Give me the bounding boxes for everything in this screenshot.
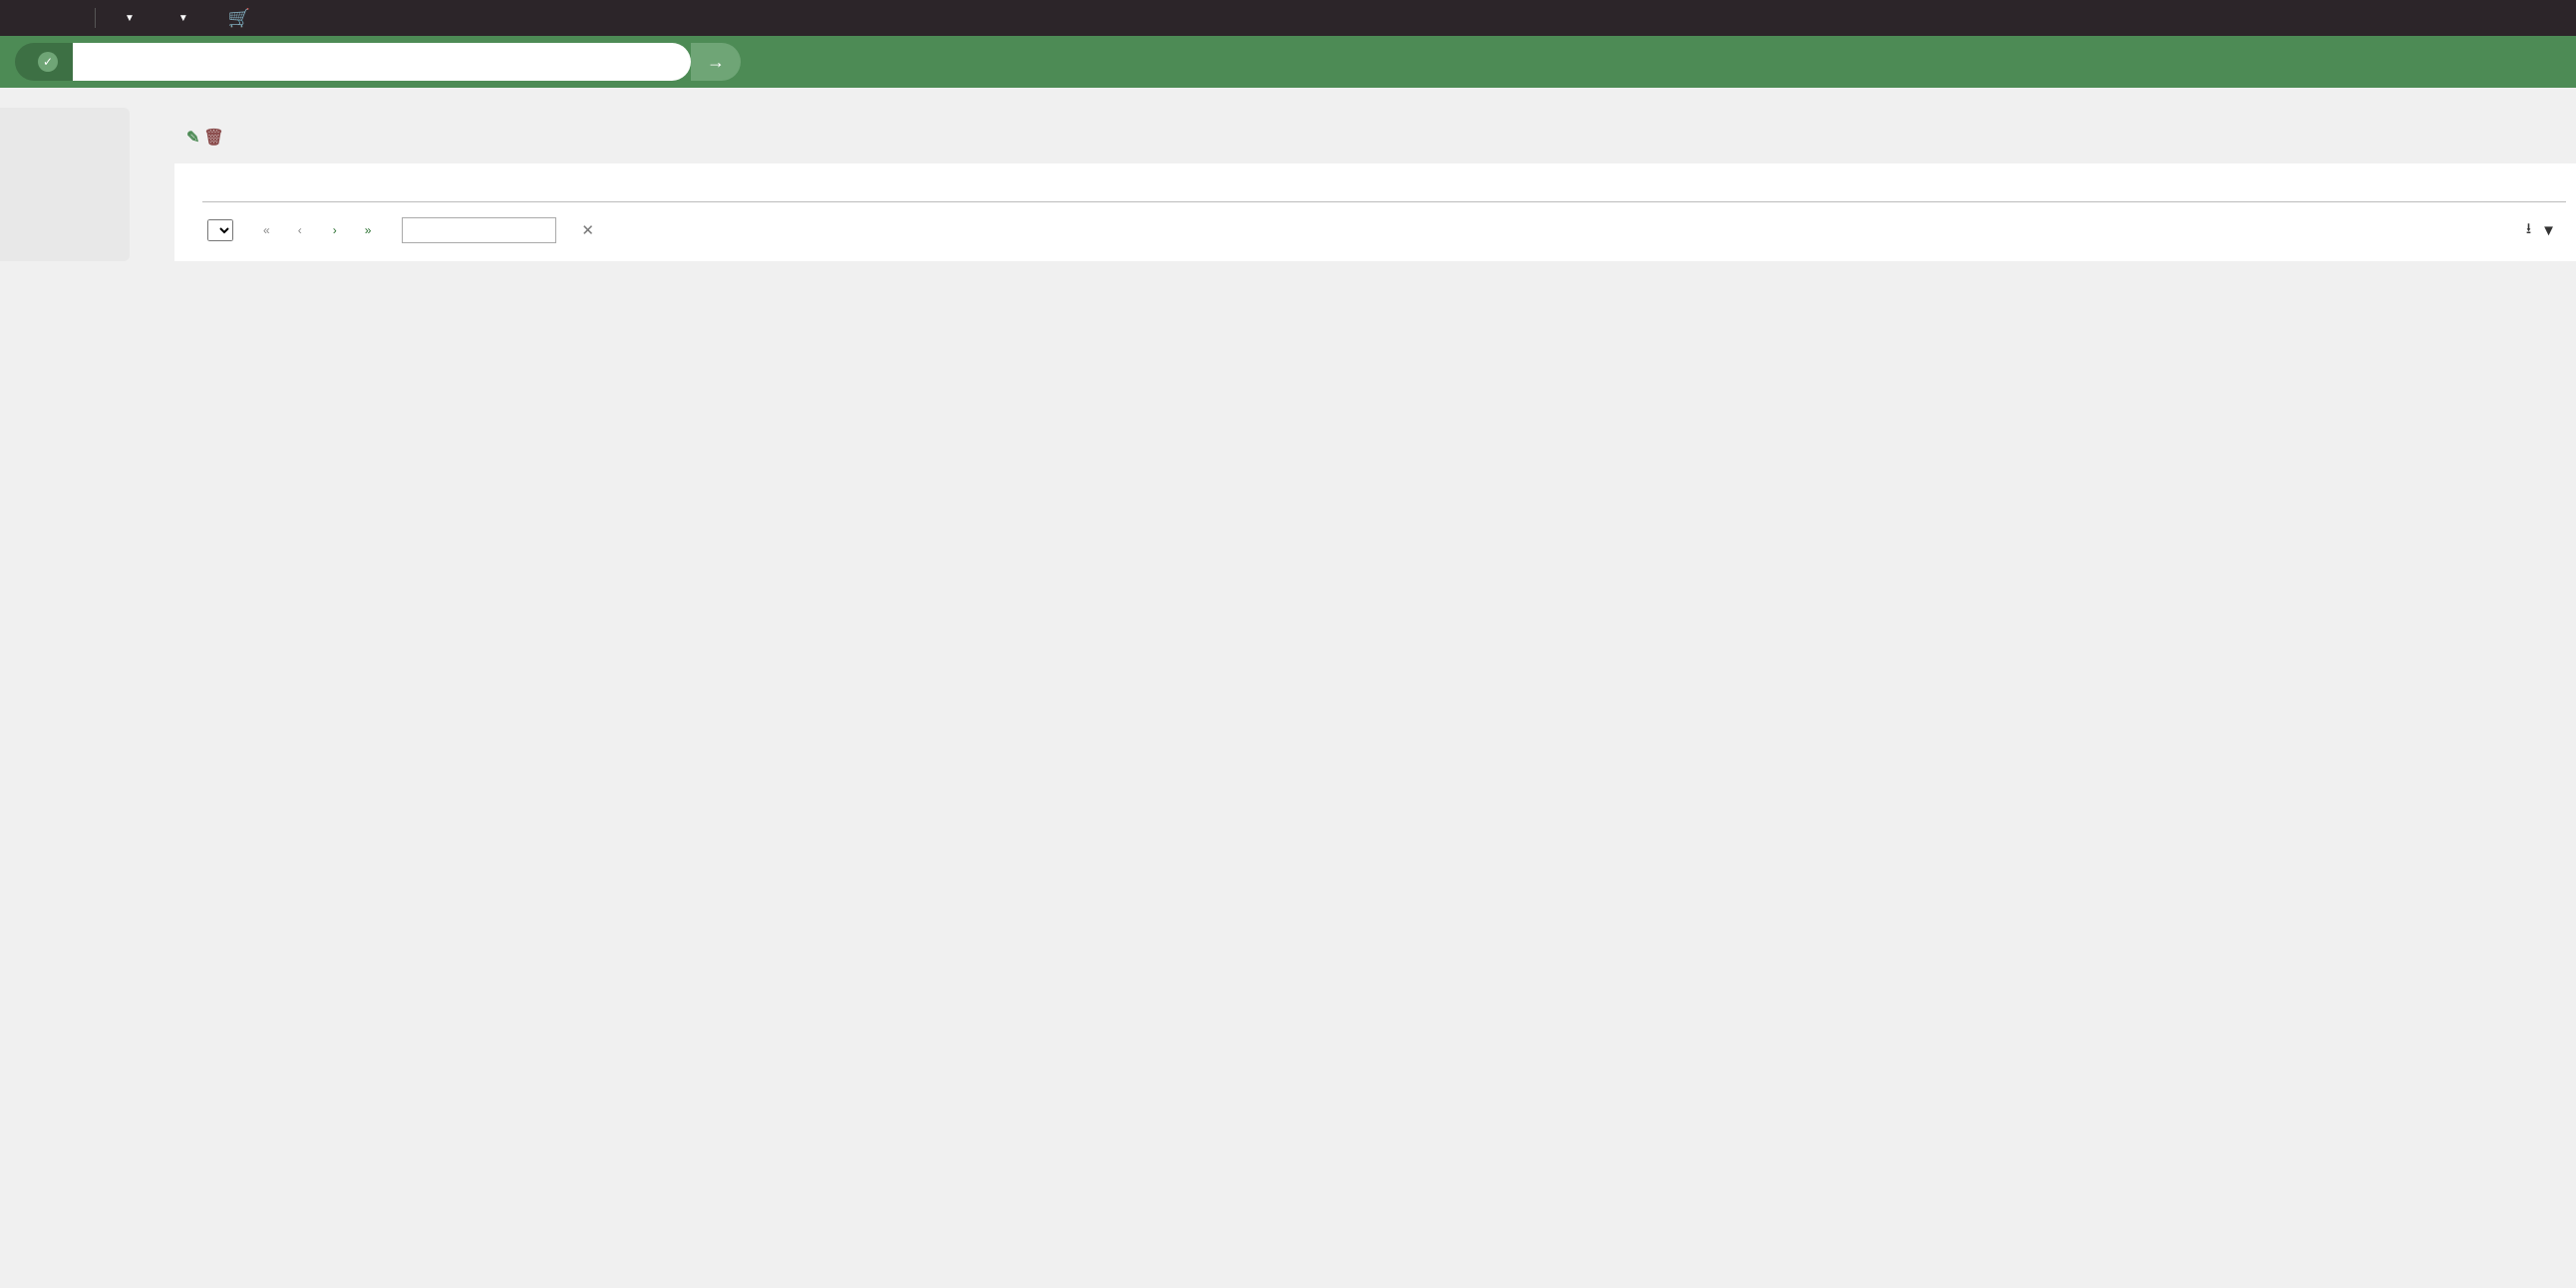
previous-page-button[interactable]: ‹: [298, 223, 305, 237]
nav-search[interactable]: [50, 0, 90, 36]
cart-icon[interactable]: 🛒: [208, 0, 270, 36]
divider: [202, 201, 2566, 202]
next-page-button[interactable]: ›: [330, 223, 337, 237]
search-bar: ✓ →: [0, 36, 2576, 88]
nav-dropdown-icon[interactable]: ▼: [101, 0, 155, 36]
nav-more[interactable]: ▼: [155, 0, 208, 36]
search-context-pill[interactable]: ✓: [15, 43, 73, 81]
close-icon: ✕: [581, 221, 594, 239]
table-search: [396, 217, 556, 243]
table-search-input[interactable]: [402, 217, 556, 243]
check-icon: ✓: [38, 52, 58, 72]
last-page-button[interactable]: »: [362, 223, 372, 237]
page-size-control: [202, 219, 238, 241]
search-input[interactable]: [73, 43, 691, 81]
search-input-wrap: [73, 43, 691, 81]
page-size-select[interactable]: [207, 219, 233, 241]
tab-panel: « ‹ › » ✕ ⭳ ▼: [174, 163, 2576, 261]
main-content: ✎ 🗑 « ‹ › »: [130, 108, 2576, 261]
export-button[interactable]: ⭳ ▼: [2526, 218, 2556, 243]
topbar-left: ▼ ▼ 🛒: [10, 0, 270, 36]
divider: [95, 8, 96, 28]
nav-patrons[interactable]: [10, 0, 50, 36]
first-page-button[interactable]: «: [263, 223, 273, 237]
table-controls: « ‹ › » ✕ ⭳ ▼: [202, 217, 2576, 243]
breadcrumbs: [0, 88, 2576, 108]
search-submit-button[interactable]: →: [691, 43, 741, 81]
sidebar-title: [0, 126, 130, 146]
top-navbar: ▼ ▼ 🛒: [0, 0, 2576, 36]
page-title: ✎ 🗑: [174, 128, 2576, 148]
edit-icon[interactable]: ✎: [186, 128, 199, 148]
delete-icon[interactable]: 🗑: [203, 128, 223, 148]
sidebar: [0, 108, 130, 261]
clear-filter-button[interactable]: ✕: [581, 221, 598, 239]
download-icon: ⭳: [2526, 218, 2531, 243]
